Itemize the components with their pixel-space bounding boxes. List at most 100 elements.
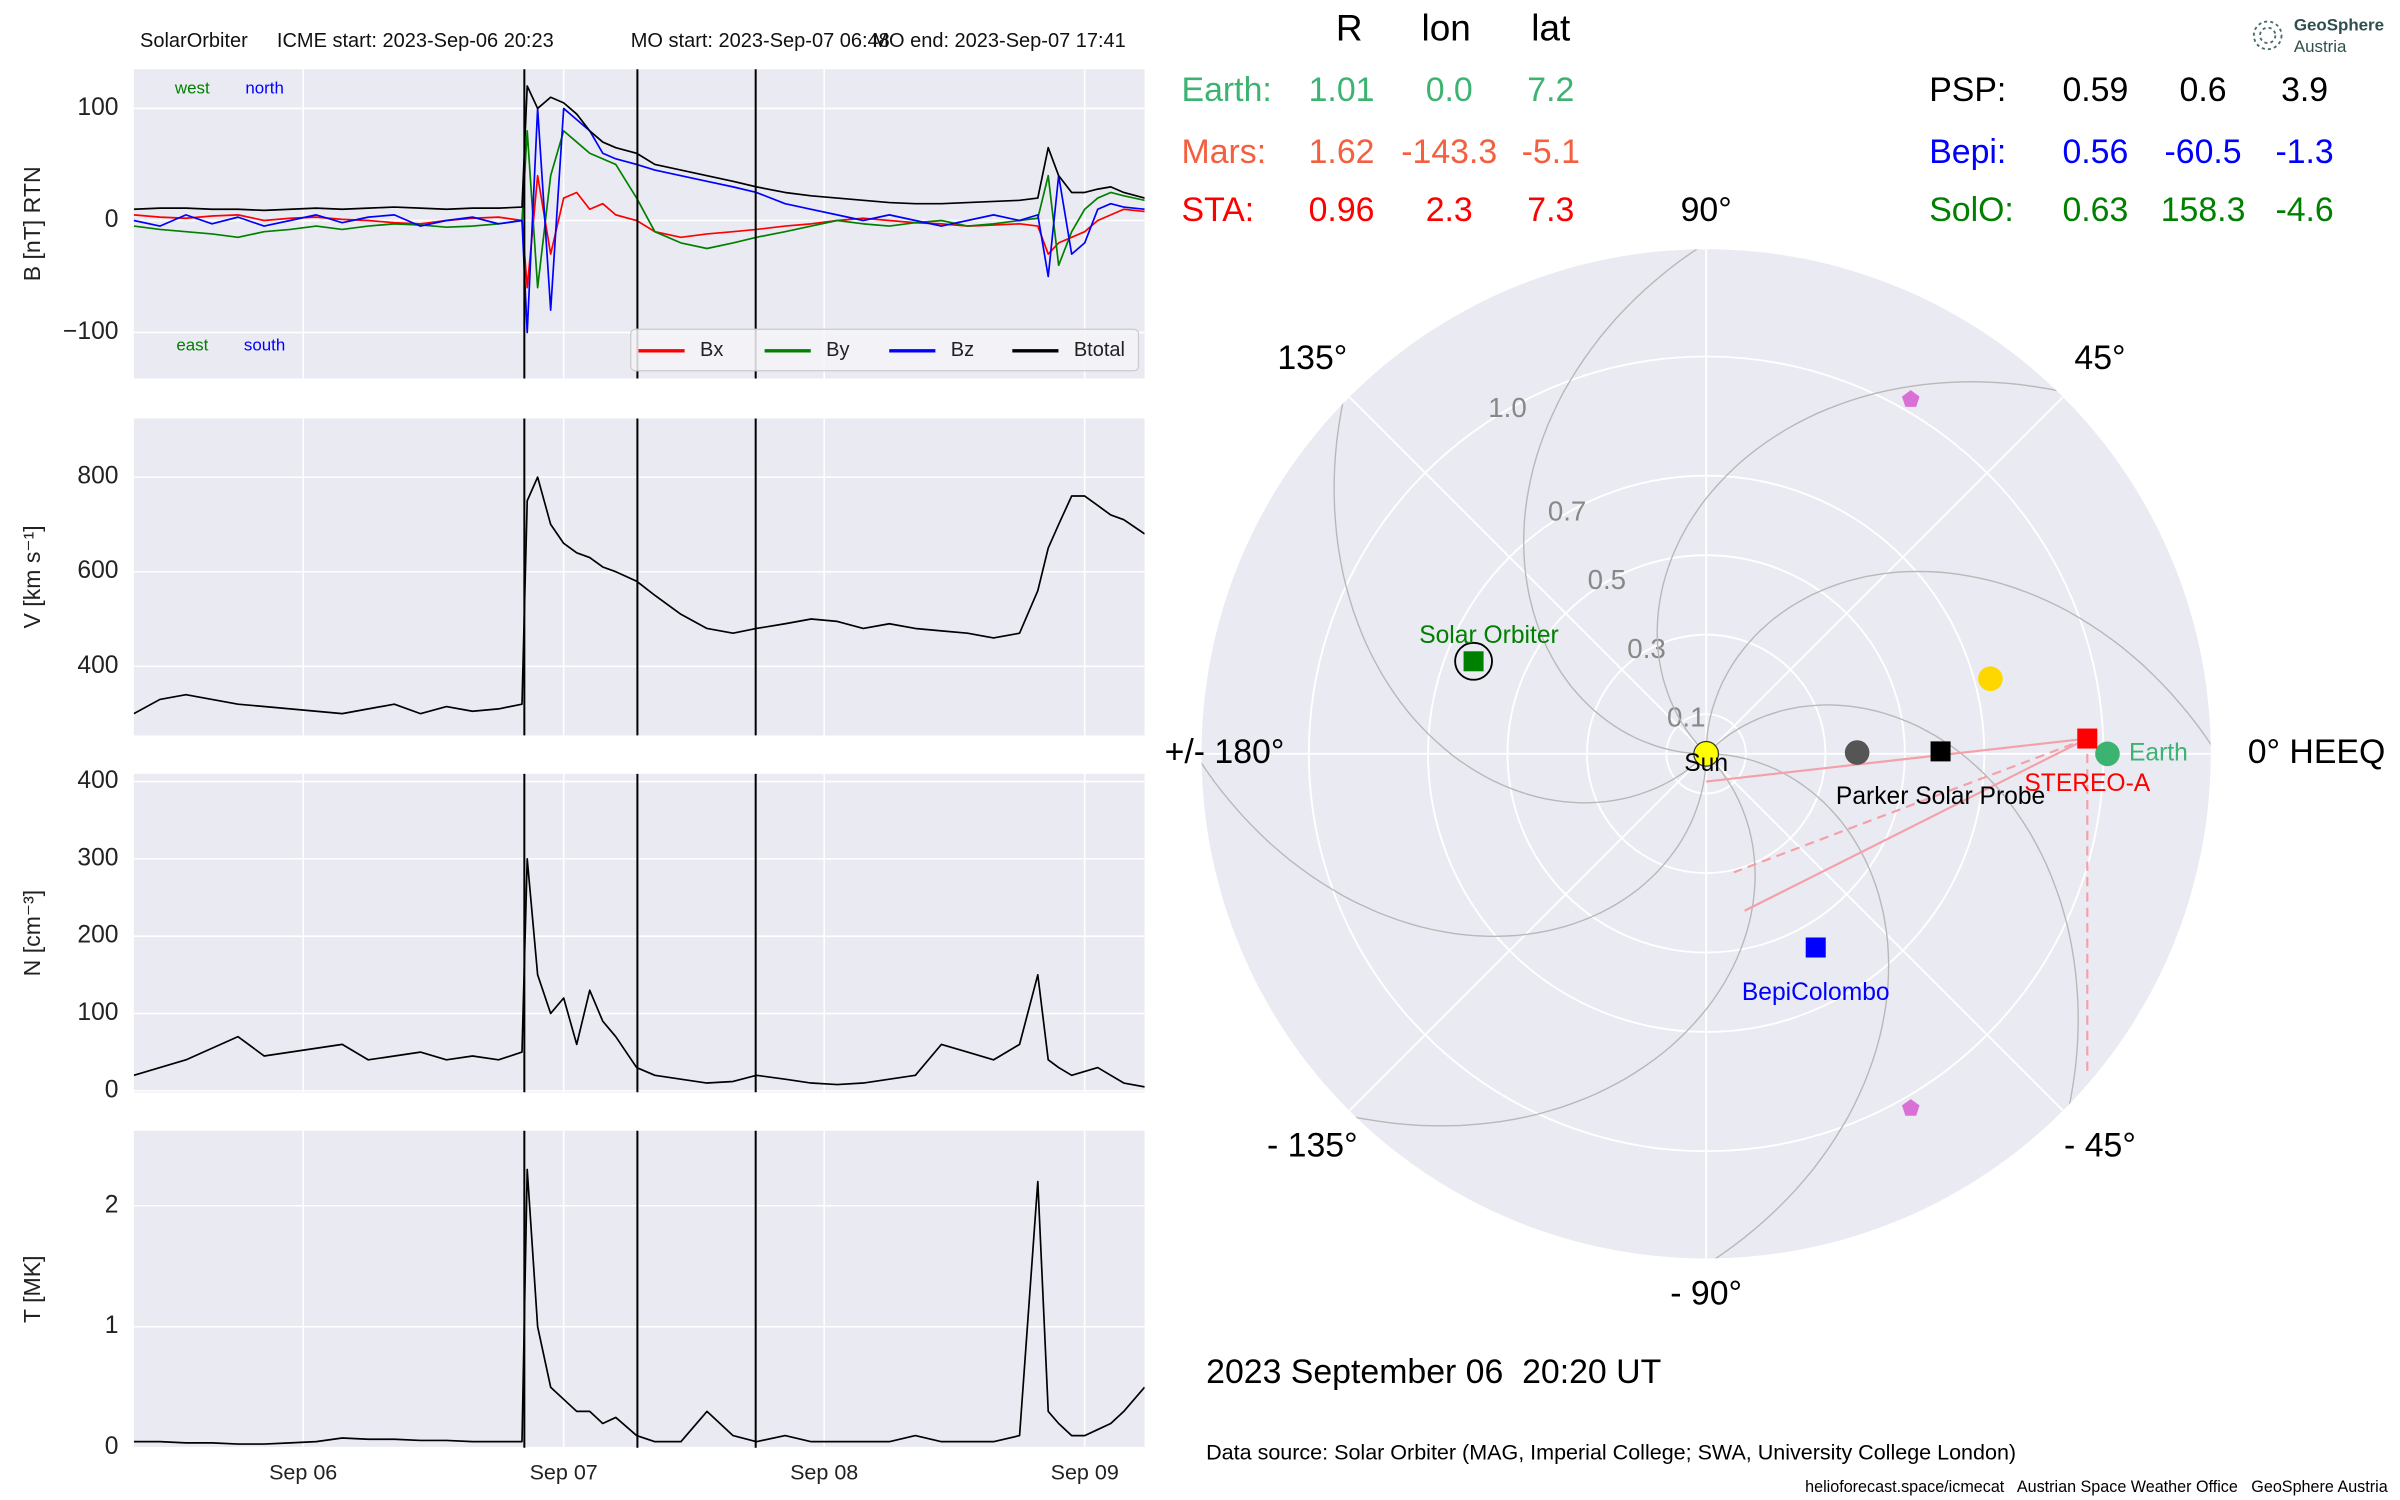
body-marker xyxy=(1902,1099,1920,1116)
parker-spiral xyxy=(1348,753,1756,1127)
angle-label: 45° xyxy=(2074,339,2125,377)
table-cell: 1.01 xyxy=(1309,71,1375,109)
grid-line xyxy=(1348,396,1707,755)
y-axis-label: N [cm⁻³] xyxy=(19,890,45,976)
plot-area xyxy=(133,418,1145,736)
table-cell: 0.59 xyxy=(2062,71,2128,109)
y-tick-label: −100 xyxy=(63,318,118,345)
body-marker xyxy=(1805,937,1826,958)
table-cell: -143.3 xyxy=(1401,133,1497,171)
y-tick-label: 0 xyxy=(105,206,119,233)
body-label: Sun xyxy=(1684,750,1728,777)
body-label: STEREO-A xyxy=(2024,770,2150,797)
y-tick-label: 300 xyxy=(77,844,118,871)
parker-spiral xyxy=(1656,381,2064,755)
grid-line xyxy=(1705,396,2064,755)
table-cell: 0.63 xyxy=(2062,191,2128,229)
body-label: Parker Solar Probe xyxy=(1836,783,2045,810)
parker-spiral xyxy=(1333,396,1707,804)
body-marker xyxy=(1978,666,2003,692)
highlight-ring xyxy=(1454,641,1493,681)
grid-circle xyxy=(1586,633,1827,874)
r-tick-label: 0.5 xyxy=(1588,564,1627,595)
body-marker xyxy=(1463,651,1484,672)
legend-label: By xyxy=(826,339,849,361)
table-cell: 158.3 xyxy=(2161,191,2246,229)
logo: GeoSphere Austria xyxy=(2252,16,2384,56)
annotation: ICME start: 2023-Sep-06 20:23 xyxy=(277,30,554,52)
grid-line xyxy=(1705,753,2064,1112)
logo-icon xyxy=(2252,20,2283,51)
table-row-name: SolO: xyxy=(1929,191,2014,229)
annotation: MO end: 2023-Sep-07 17:41 xyxy=(872,30,1126,52)
body-marker xyxy=(2077,728,2098,749)
table-cell: 7.3 xyxy=(1527,191,1574,229)
y-tick-label: 400 xyxy=(77,767,118,794)
body-marker xyxy=(1844,740,1870,765)
table-cell: 1.62 xyxy=(1309,133,1375,171)
corner-label: north xyxy=(245,79,284,98)
plot-area xyxy=(133,1130,1145,1448)
corner-label: south xyxy=(244,336,285,355)
body-label: Solar Orbiter xyxy=(1419,622,1559,649)
table-row-name: STA: xyxy=(1182,191,1255,229)
y-axis-label: T [MK] xyxy=(19,1255,45,1323)
angle-label: 0° HEEQ xyxy=(2248,733,2386,771)
x-tick-label: Sep 07 xyxy=(530,1461,598,1485)
panel: 0 1 2 Sep 06 Sep 07 Sep 08 Sep 09 T [MK] xyxy=(19,1130,1145,1485)
table-header: lat xyxy=(1531,8,1570,49)
panel: 400 600 800 V [km s⁻¹] xyxy=(19,418,1145,736)
angle-label: +/- 180° xyxy=(1165,733,1285,771)
table-row-name: Earth: xyxy=(1182,71,1272,109)
table-row-name: Mars: xyxy=(1182,133,1267,171)
angle-label: - 90° xyxy=(1670,1274,1742,1312)
r-tick-label: 0.3 xyxy=(1627,633,1666,664)
parker-spiral xyxy=(1201,753,1707,938)
table-cell: 7.2 xyxy=(1527,71,1574,109)
view-line xyxy=(1733,737,2088,874)
parker-spiral xyxy=(1706,753,1890,1259)
legend-label: Bz xyxy=(951,339,974,361)
body-marker xyxy=(1930,741,1951,762)
corner-label: west xyxy=(174,79,210,98)
grid-circle xyxy=(1506,554,1906,954)
legend-box xyxy=(630,328,1140,372)
table-cell: 2.3 xyxy=(1426,191,1473,229)
table-cell: -4.6 xyxy=(2275,191,2333,229)
view-line xyxy=(1706,737,2088,783)
body-label: Earth xyxy=(2129,739,2188,766)
legend: Bx By Bz Btotal xyxy=(630,328,1140,372)
body-label: BepiColombo xyxy=(1742,979,1890,1006)
timestamp: 2023 September 06 20:20 UT xyxy=(1206,1353,1661,1391)
y-tick-label: 400 xyxy=(77,652,118,679)
legend-label: Btotal xyxy=(1074,339,1125,361)
panel-title: SolarOrbiter xyxy=(140,30,248,52)
y-tick-label: 800 xyxy=(77,463,118,490)
y-tick-label: 0 xyxy=(105,1076,119,1103)
table-header: R xyxy=(1336,8,1363,49)
r-tick-label: 1.0 xyxy=(1488,392,1527,423)
plot-area xyxy=(133,69,1145,379)
parker-spiral xyxy=(1705,570,2211,754)
r-tick-label: 0.7 xyxy=(1548,495,1586,526)
grid-circle xyxy=(1427,474,1986,1033)
x-tick-label: Sep 08 xyxy=(790,1461,858,1485)
table-cell: -60.5 xyxy=(2165,133,2242,171)
y-axis-label: B [nT] RTN xyxy=(19,166,45,281)
grid-circle xyxy=(1665,713,1747,795)
angle-label: 135° xyxy=(1277,339,1347,377)
y-tick-label: 2 xyxy=(105,1191,119,1218)
body-marker xyxy=(2095,741,2120,767)
body-marker xyxy=(1693,740,1720,767)
logo-icon xyxy=(2259,26,2277,44)
x-tick-label: Sep 06 xyxy=(269,1461,337,1485)
y-axis-label: V [km s⁻¹] xyxy=(19,525,45,628)
panel: −100 0 100 B [nT] RTN SolarOrbiter ICME start… xyxy=(19,30,1145,379)
table-row-name: Bepi: xyxy=(1929,133,2006,171)
table-cell: -5.1 xyxy=(1522,133,1580,171)
angle-label: - 45° xyxy=(2064,1127,2136,1165)
data-source: Data source: Solar Orbiter (MAG, Imperia… xyxy=(1206,1441,2016,1465)
